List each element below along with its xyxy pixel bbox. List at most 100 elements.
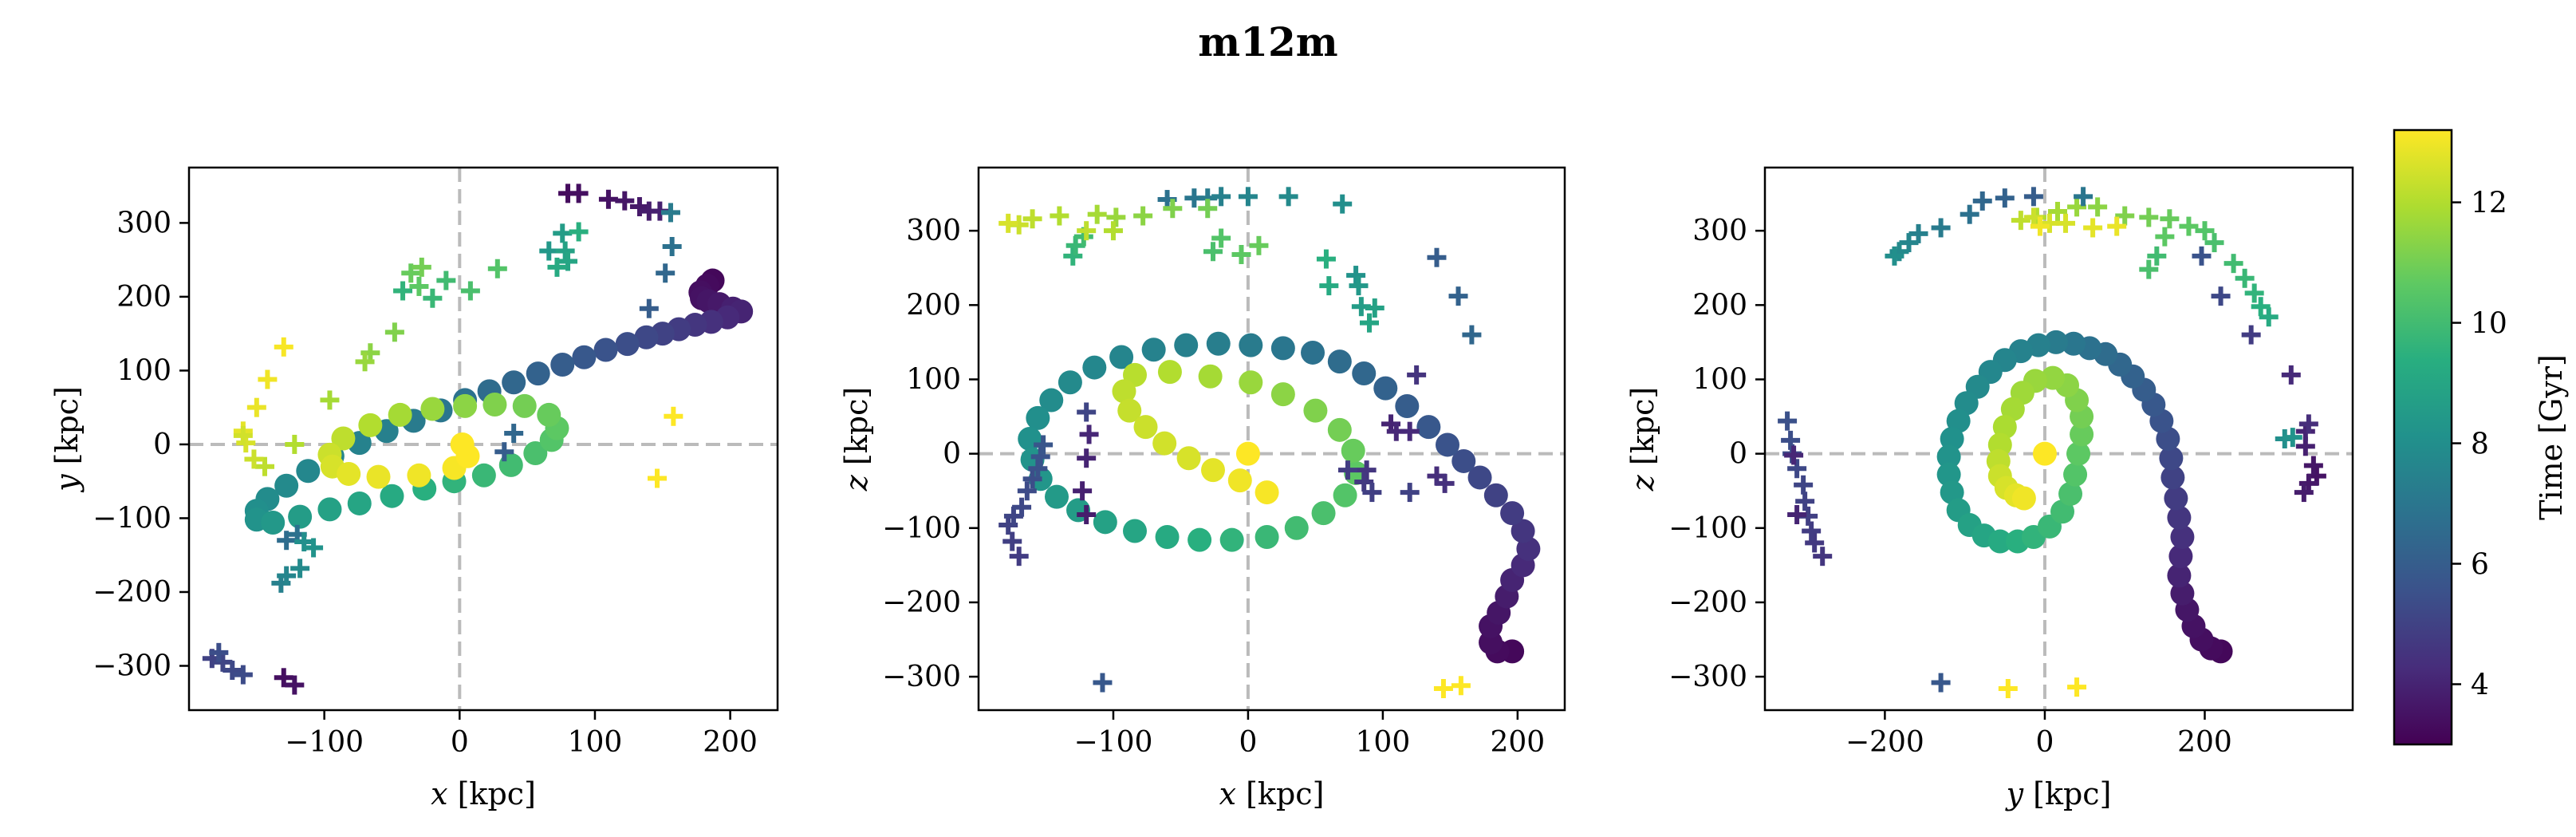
satellite-marker bbox=[2067, 677, 2087, 697]
orbit-point bbox=[1198, 364, 1223, 389]
satellite-marker bbox=[1448, 286, 1468, 306]
colorbar-label: Time [Gyr] bbox=[2534, 354, 2569, 520]
y-tick-label: 100 bbox=[1692, 363, 1747, 396]
orbit-point bbox=[1341, 438, 1365, 463]
satellite-marker bbox=[1885, 246, 1904, 266]
satellite-marker bbox=[1034, 435, 1054, 455]
orbit-point bbox=[1206, 331, 1231, 356]
satellite-marker bbox=[2204, 233, 2224, 253]
orbit-point bbox=[1987, 529, 2012, 554]
satellite-marker bbox=[1931, 218, 1951, 238]
orbit-point bbox=[2058, 481, 2083, 506]
orbit-point bbox=[1936, 444, 1961, 469]
x-tick-label: 200 bbox=[2177, 726, 2232, 759]
satellite-marker bbox=[1427, 247, 1447, 267]
satellite-marker bbox=[1017, 481, 1037, 501]
satellite-marker bbox=[1365, 298, 1385, 318]
orbit-point bbox=[2070, 422, 2094, 447]
orbit-point bbox=[358, 413, 383, 437]
orbit-point bbox=[1174, 333, 1199, 357]
orbit-point bbox=[1954, 391, 1979, 416]
orbit-point bbox=[1479, 630, 1503, 655]
orbit-point bbox=[1157, 360, 1182, 385]
satellite-marker bbox=[274, 668, 293, 688]
satellite-marker bbox=[1795, 492, 1815, 511]
orbit-point bbox=[1082, 355, 1107, 380]
y-tick-label: 0 bbox=[1729, 438, 1747, 471]
orbit-point bbox=[1352, 361, 1377, 386]
y-tick-label: −100 bbox=[882, 512, 961, 545]
y-tick-label: −100 bbox=[1668, 512, 1747, 545]
y-tick-label: 200 bbox=[1692, 289, 1747, 322]
orbit-point bbox=[1303, 398, 1328, 423]
satellite-marker bbox=[1009, 547, 1029, 567]
satellite-marker bbox=[1778, 411, 1798, 431]
y-axis-label: z [kpc] bbox=[1625, 387, 1660, 492]
orbit-point bbox=[1219, 527, 1244, 552]
satellite-marker bbox=[1079, 424, 1099, 444]
satellite-marker bbox=[1333, 194, 1353, 214]
orbit-point bbox=[1045, 484, 1069, 509]
axes-frame bbox=[1763, 166, 2354, 712]
satellite-marker bbox=[2023, 187, 2043, 207]
colorbar-tick-label: 8 bbox=[2471, 428, 2489, 461]
orbit-point bbox=[2164, 486, 2188, 511]
x-tick-label: −100 bbox=[1074, 726, 1153, 759]
satellite-marker bbox=[2283, 428, 2302, 448]
satellite-marker bbox=[1357, 460, 1377, 480]
satellite-marker bbox=[2139, 207, 2159, 227]
orbit-point bbox=[1227, 468, 1252, 493]
satellite-marker bbox=[355, 352, 375, 372]
satellite-marker bbox=[1433, 678, 1453, 698]
satellite-marker bbox=[1077, 402, 1097, 422]
orbit-point bbox=[1284, 515, 1309, 540]
satellite-marker bbox=[553, 223, 573, 243]
satellite-marker bbox=[2179, 216, 2199, 236]
satellite-marker bbox=[209, 642, 229, 662]
orbit-point bbox=[1152, 431, 1177, 456]
satellite-marker bbox=[487, 259, 507, 278]
orbit-point bbox=[1436, 432, 1459, 457]
satellite-marker bbox=[662, 236, 682, 256]
satellite-marker bbox=[615, 191, 635, 211]
satellite-marker bbox=[258, 369, 278, 389]
x-axis-label: y [kpc] bbox=[2005, 776, 2112, 811]
satellite-marker bbox=[1400, 483, 1420, 503]
satellite-marker bbox=[285, 434, 305, 454]
colorbar-tick-label: 12 bbox=[2471, 188, 2507, 220]
orbit-point bbox=[537, 402, 561, 427]
orbit-point bbox=[261, 511, 286, 535]
orbit-point bbox=[1239, 333, 1263, 357]
satellite-marker bbox=[1995, 188, 2015, 208]
orbit-point bbox=[1483, 483, 1508, 507]
orbit-point bbox=[2066, 441, 2091, 466]
satellite-marker bbox=[2067, 197, 2087, 217]
satellite-marker bbox=[1012, 497, 1032, 517]
satellite-marker bbox=[1077, 505, 1097, 525]
y-axis-label: z [kpc] bbox=[839, 387, 874, 492]
y-tick-label: 200 bbox=[906, 289, 961, 322]
x-tick-label: 0 bbox=[1239, 726, 1257, 759]
colorbar-gradient bbox=[2394, 130, 2452, 744]
satellite-marker bbox=[504, 424, 524, 444]
y-tick-label: 300 bbox=[906, 215, 961, 247]
satellite-marker bbox=[2039, 213, 2059, 233]
orbit-point bbox=[1327, 349, 1352, 374]
satellite-marker bbox=[1211, 228, 1231, 248]
x-tick-label: −200 bbox=[1845, 726, 1924, 759]
satellite-marker bbox=[255, 456, 275, 476]
orbit-point bbox=[1117, 398, 1142, 423]
satellite-marker bbox=[1238, 187, 1258, 207]
y-tick-label: −300 bbox=[882, 661, 961, 693]
orbit-point bbox=[1373, 376, 1398, 401]
orbit-point bbox=[380, 484, 404, 508]
orbit-point bbox=[420, 397, 445, 421]
satellite-marker bbox=[555, 241, 575, 261]
satellite-marker bbox=[1198, 199, 1218, 219]
satellite-marker bbox=[1813, 547, 1833, 567]
orbit-point bbox=[1026, 405, 1050, 430]
satellite-marker bbox=[2195, 221, 2215, 241]
orbit-point bbox=[1451, 448, 1476, 473]
satellite-marker bbox=[1278, 187, 1298, 207]
satellite-marker bbox=[547, 257, 567, 277]
